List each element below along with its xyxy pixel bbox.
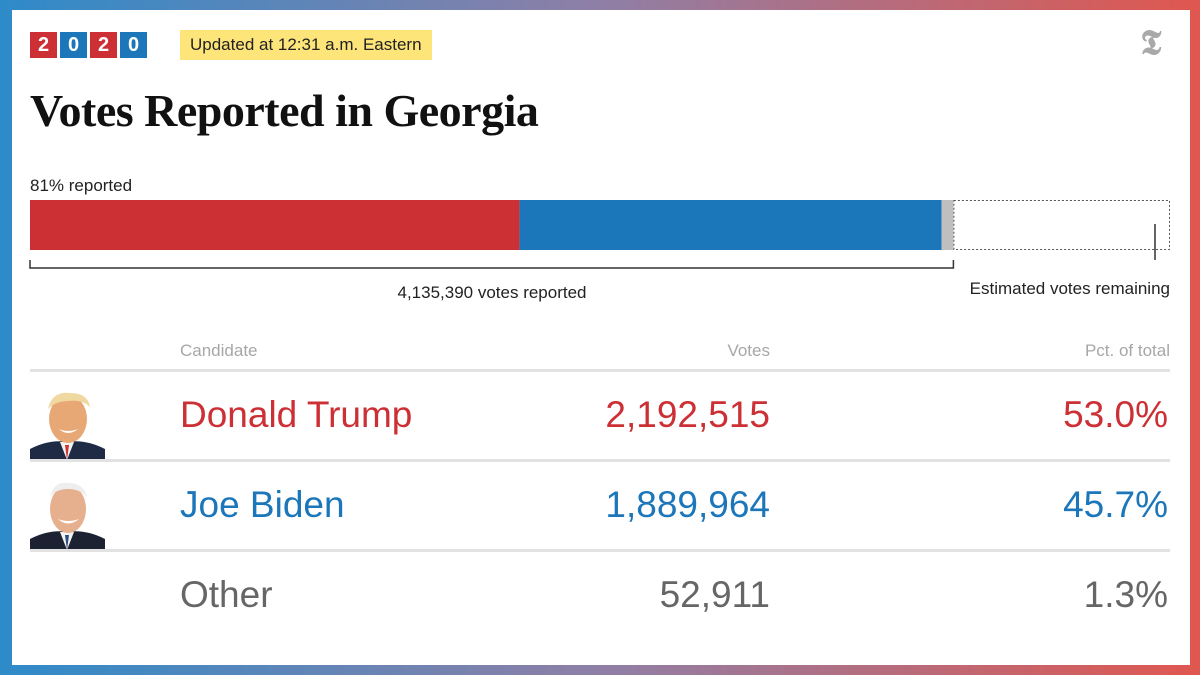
- candidate-name: Other: [180, 574, 273, 615]
- candidate-pct: 45.7%: [1063, 484, 1168, 525]
- page-title: Votes Reported in Georgia: [30, 85, 539, 136]
- bar-segment-other: [941, 200, 954, 250]
- bar-segment-remaining: [953, 200, 1171, 250]
- candidate-name: Donald Trump: [180, 394, 413, 435]
- column-header-candidate: Candidate: [180, 341, 258, 360]
- bar-segment-biden: [519, 200, 942, 250]
- candidate-votes: 1,889,964: [605, 484, 770, 525]
- bar-segment-trump: [30, 200, 520, 250]
- votes-reported-label: 4,135,390 votes reported: [397, 283, 587, 302]
- table-row: Other 52,911 1.3%: [12, 552, 1190, 640]
- column-header-pct: Pct. of total: [1084, 341, 1170, 360]
- candidate-pct: 53.0%: [1063, 394, 1168, 435]
- table-row: Donald Trump 2,192,515 53.0%: [12, 372, 1190, 460]
- year-digit: 0: [60, 32, 87, 58]
- reported-percent-label: 81% reported: [30, 176, 133, 195]
- candidate-name: Joe Biden: [180, 484, 345, 525]
- divider: [30, 459, 1170, 462]
- candidate-pct: 1.3%: [1083, 574, 1168, 615]
- reported-bracket: [29, 260, 955, 269]
- results-card: 2 0 2 0 Updated at 12:31 a.m. Eastern 𝕿 …: [12, 10, 1190, 665]
- divider: [30, 549, 1170, 552]
- votes-remaining-label: Estimated votes remaining: [969, 279, 1170, 298]
- year-digit: 2: [90, 32, 117, 58]
- candidate-votes: 52,911: [659, 574, 770, 615]
- table-row: Joe Biden 1,889,964 45.7%: [12, 462, 1190, 550]
- candidate-votes: 2,192,515: [605, 394, 770, 435]
- divider: [30, 369, 1170, 372]
- nyt-logo-icon: 𝕿: [1140, 25, 1162, 62]
- column-header-votes: Votes: [727, 341, 770, 360]
- votes-bar-chart: [29, 200, 1171, 269]
- year-digit: 0: [120, 32, 147, 58]
- updated-badge: Updated at 12:31 a.m. Eastern: [180, 30, 432, 60]
- candidate-photo-biden: [30, 475, 105, 550]
- year-badge: 2 0 2 0: [30, 30, 150, 60]
- candidate-photo-trump: [30, 385, 105, 460]
- year-digit: 2: [30, 32, 57, 58]
